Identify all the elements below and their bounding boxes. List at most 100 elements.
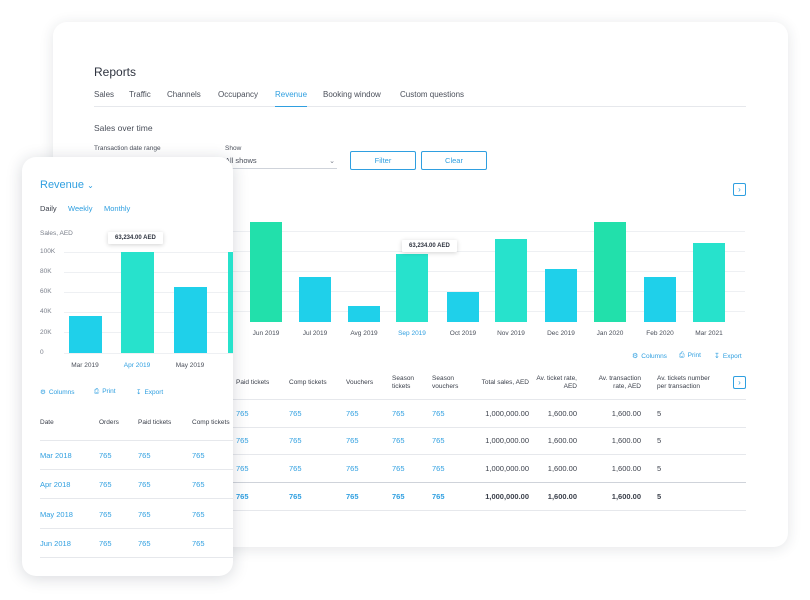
table-divider <box>229 510 746 511</box>
table-cell[interactable]: 765 <box>192 480 205 489</box>
chart-bar[interactable] <box>495 238 527 322</box>
chart-bar[interactable] <box>173 287 207 353</box>
table-cell[interactable]: 765 <box>289 409 302 418</box>
total-row-cell[interactable]: 765 <box>236 492 249 501</box>
table-header: Paid tickets <box>236 379 270 386</box>
table-cell[interactable]: 765 <box>289 464 302 473</box>
table-cell[interactable]: Apr 2018 <box>40 480 71 489</box>
chart-bar[interactable] <box>250 222 282 322</box>
export-button[interactable]: ↧ Export <box>714 352 742 360</box>
table-cell[interactable]: 765 <box>192 510 205 519</box>
table-cell[interactable]: 765 <box>346 436 359 445</box>
chart-bar[interactable] <box>120 252 154 353</box>
page-title: Reports <box>94 65 137 79</box>
tab-custom-questions[interactable]: Custom questions <box>400 90 465 99</box>
chart-bar[interactable] <box>227 252 233 353</box>
x-tick-label: Dec 2019 <box>547 330 575 337</box>
chart-bar[interactable] <box>299 277 331 322</box>
table-cell[interactable]: 765 <box>432 436 445 445</box>
table-next-button[interactable]: › <box>733 376 746 389</box>
table-cell[interactable]: May 2018 <box>40 510 73 519</box>
table-cell[interactable]: 765 <box>346 464 359 473</box>
table-cell[interactable]: 765 <box>138 451 151 460</box>
table-cell[interactable]: 765 <box>432 409 445 418</box>
table-cell[interactable]: 765 <box>99 539 112 548</box>
table-cell[interactable]: 765 <box>236 464 249 473</box>
table-cell: 1,000,000.00 <box>485 409 529 418</box>
table-cell[interactable]: 765 <box>192 451 205 460</box>
columns-label: Columns <box>48 389 75 396</box>
tab-sales[interactable]: Sales <box>94 90 115 99</box>
tab-revenue[interactable]: Revenue <box>275 90 308 107</box>
print-label: Print <box>687 352 701 359</box>
table-divider <box>40 557 233 558</box>
total-row-cell[interactable]: 765 <box>346 492 359 501</box>
chart-bar[interactable] <box>594 222 626 322</box>
table-divider <box>40 469 233 470</box>
table-cell[interactable]: 765 <box>432 464 445 473</box>
filter-button[interactable]: Filter <box>350 151 416 170</box>
tab-weekly[interactable]: Weekly <box>68 204 93 213</box>
tab-monthly[interactable]: Monthly <box>104 204 131 213</box>
tab-occupancy[interactable]: Occupancy <box>218 90 259 99</box>
tab-booking-window[interactable]: Booking window <box>323 90 381 99</box>
table-cell[interactable]: 765 <box>392 464 405 473</box>
chevron-down-icon: ⌄ <box>87 181 94 190</box>
table-cell[interactable]: 765 <box>138 510 151 519</box>
table-cell[interactable]: 765 <box>392 436 405 445</box>
print-button[interactable]: ⎙ Print <box>94 388 116 396</box>
tab-channels[interactable]: Channels <box>167 90 201 99</box>
chart-bar[interactable] <box>693 242 725 322</box>
total-row-cell[interactable]: 765 <box>392 492 405 501</box>
chart-bar[interactable] <box>348 306 380 322</box>
x-tick-label: Jan 2020 <box>596 330 624 337</box>
table-cell[interactable]: 765 <box>138 480 151 489</box>
chart-bar[interactable] <box>644 276 676 322</box>
table-cell[interactable]: 765 <box>392 409 405 418</box>
x-tick-label: Mar 2019 <box>71 362 99 369</box>
chart-gridline <box>229 311 745 312</box>
show-select[interactable]: All shows ⌄ <box>225 156 337 169</box>
table-divider <box>229 482 746 483</box>
report-tabs: Sales Traffic Channels Occupancy Revenue… <box>94 90 746 107</box>
table-cell[interactable]: Mar 2018 <box>40 451 72 460</box>
columns-button[interactable]: ⚙ Columns <box>632 352 667 360</box>
y-tick-label: 60K <box>40 288 52 295</box>
total-row-cell[interactable]: 765 <box>432 492 445 501</box>
columns-button[interactable]: ⚙ Columns <box>40 388 74 396</box>
table-cell[interactable]: 765 <box>236 409 249 418</box>
print-button[interactable]: ⎙ Print <box>679 352 701 360</box>
x-tick-label: Mar 2021 <box>695 330 723 337</box>
mobile-report-card: Revenue ⌄ Daily Weekly Monthly Sales, AE… <box>22 157 233 576</box>
chart-tooltip: 63,234.00 AED <box>108 232 163 244</box>
chart-bar[interactable] <box>68 315 102 353</box>
chevron-down-icon: ⌄ <box>329 158 335 165</box>
table-divider <box>229 454 746 455</box>
chart-gridline <box>229 251 745 252</box>
revenue-dropdown[interactable]: Revenue ⌄ <box>40 179 94 191</box>
chart-bar[interactable] <box>447 292 479 322</box>
tab-daily[interactable]: Daily <box>40 204 57 213</box>
section-title: Sales over time <box>94 123 153 133</box>
chart-next-button[interactable]: › <box>733 183 746 196</box>
export-button[interactable]: ↧ Export <box>136 388 163 396</box>
table-header: Season vouchers <box>432 375 459 390</box>
tab-traffic[interactable]: Traffic <box>129 90 151 99</box>
table-cell[interactable]: Jun 2018 <box>40 539 71 548</box>
table-cell[interactable]: 765 <box>99 510 112 519</box>
table-cell[interactable]: 765 <box>99 480 112 489</box>
table-cell[interactable]: 765 <box>289 436 302 445</box>
print-label: Print <box>102 388 116 395</box>
y-tick-label: 20K <box>40 329 52 336</box>
total-row-cell: 1,600.00 <box>547 492 577 501</box>
clear-button[interactable]: Clear <box>421 151 487 170</box>
table-cell[interactable]: 765 <box>99 451 112 460</box>
table-cell[interactable]: 765 <box>346 409 359 418</box>
table-cell[interactable]: 765 <box>236 436 249 445</box>
chart-bar[interactable] <box>545 268 577 322</box>
chart-bar[interactable] <box>396 253 428 322</box>
x-tick-label: Feb 2020 <box>646 330 674 337</box>
total-row-cell[interactable]: 765 <box>289 492 302 501</box>
table-cell[interactable]: 765 <box>192 539 205 548</box>
table-cell[interactable]: 765 <box>138 539 151 548</box>
